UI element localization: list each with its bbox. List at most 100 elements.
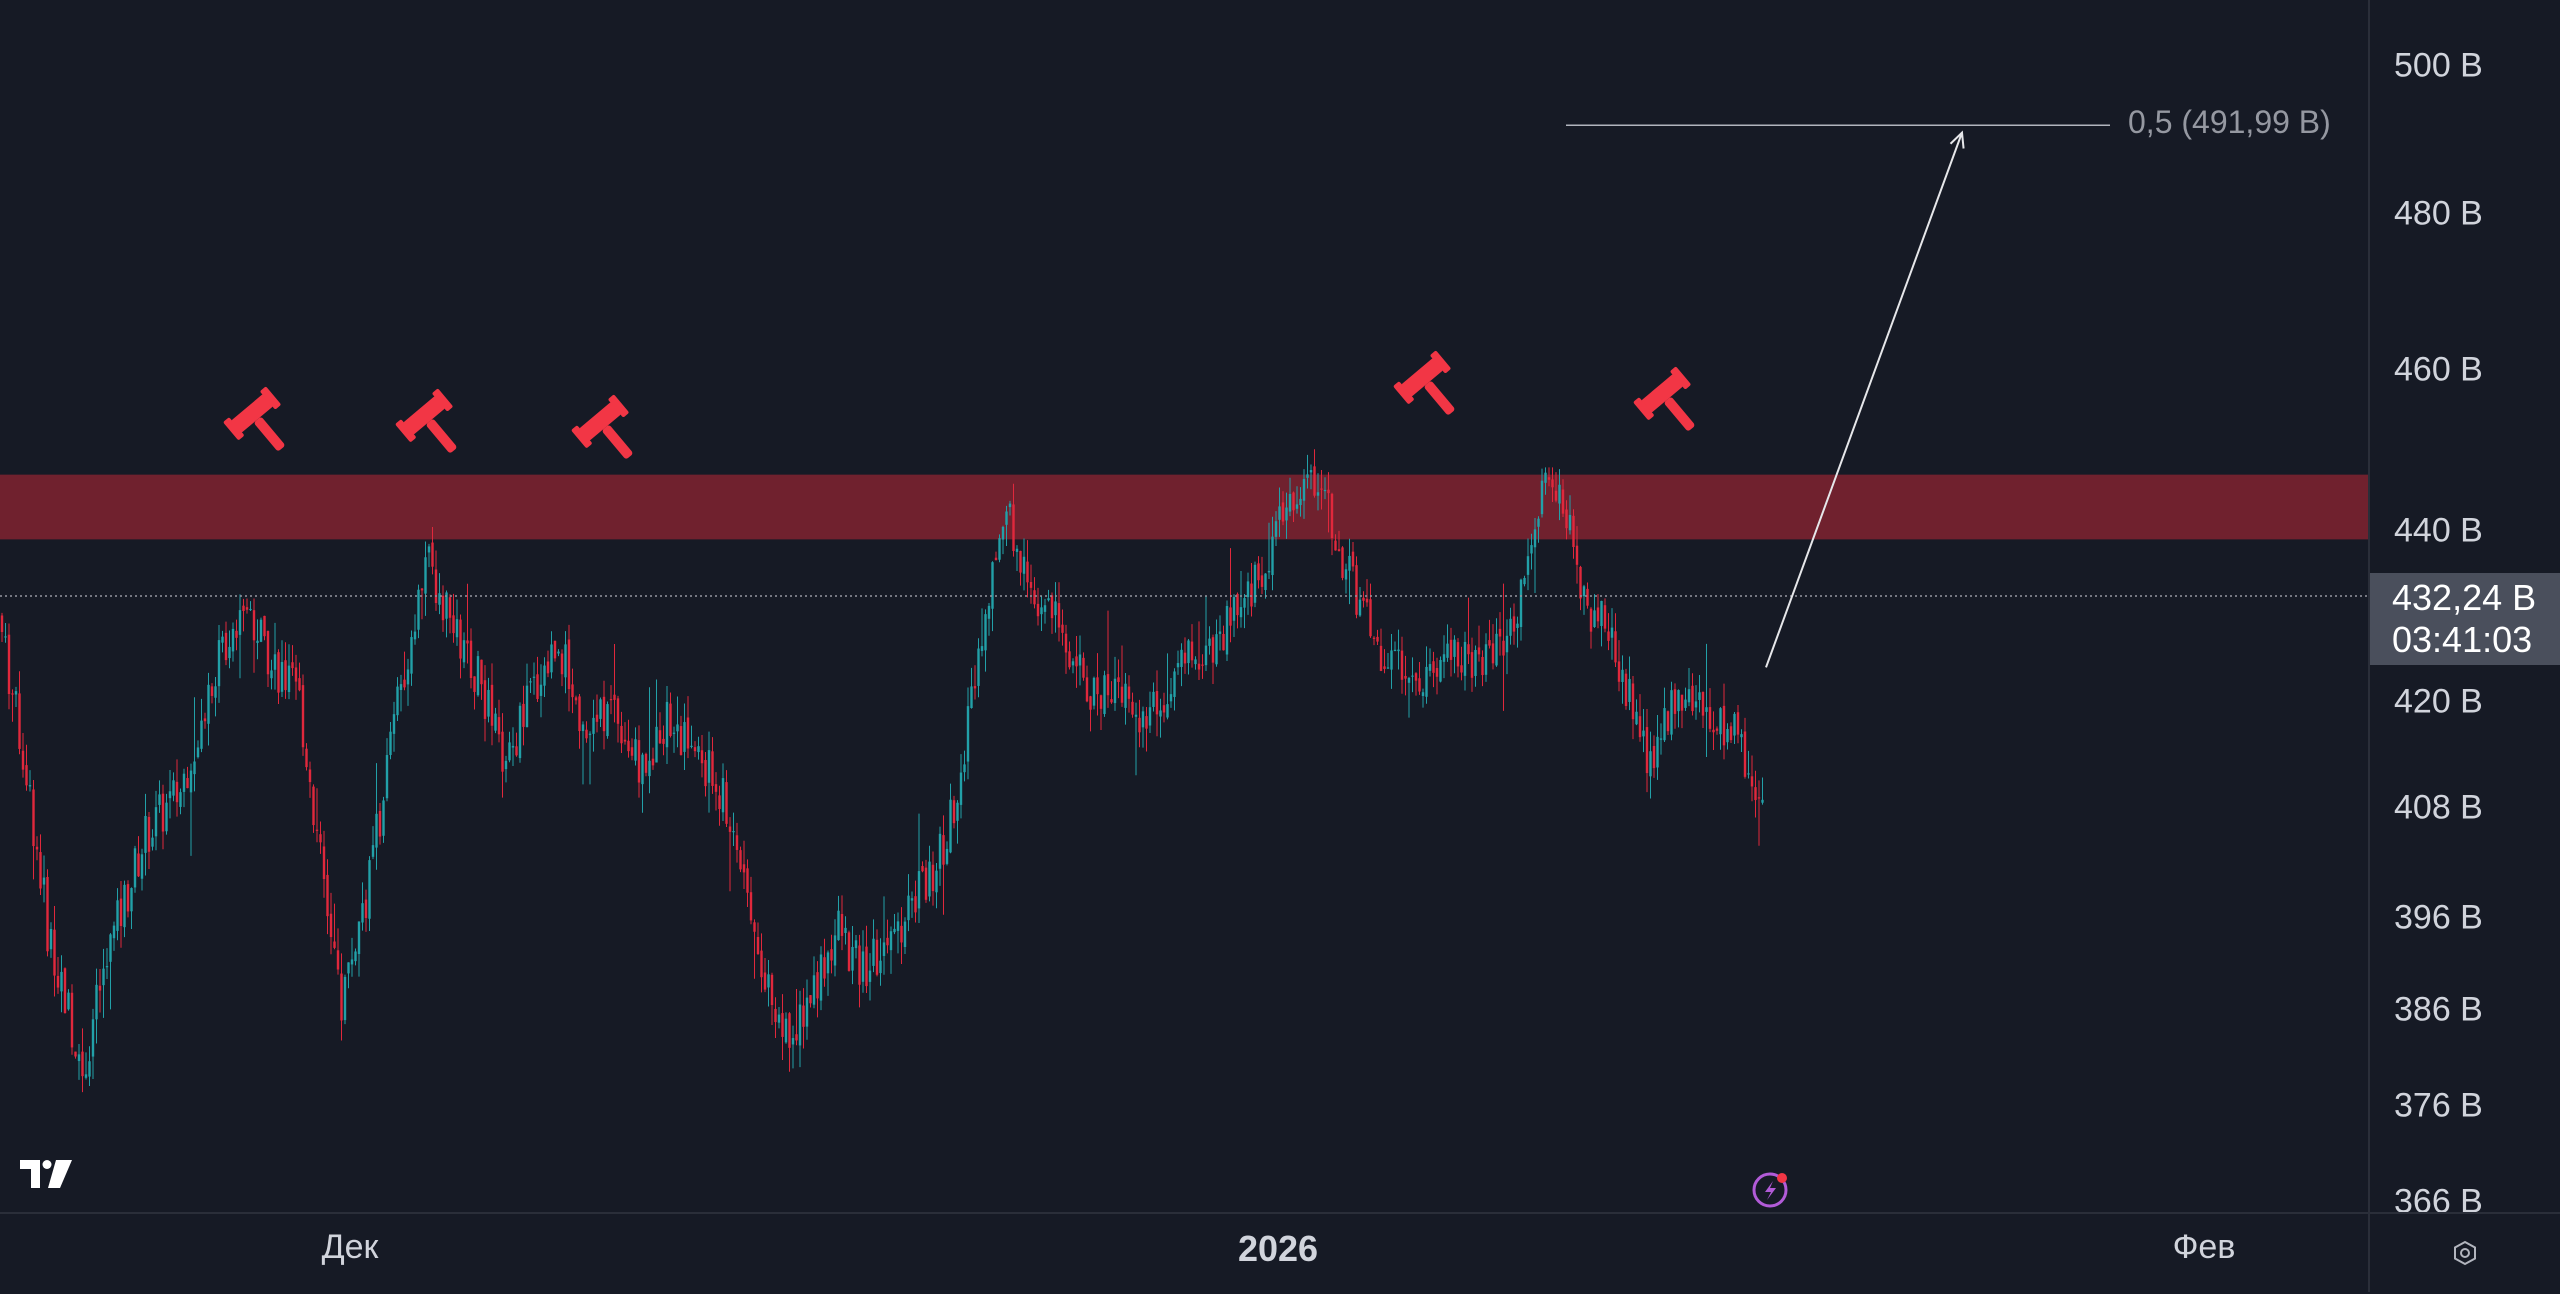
candle <box>1600 600 1603 626</box>
candle <box>420 588 424 591</box>
settings-icon[interactable] <box>2452 1240 2478 1266</box>
time-tick-label: Фев <box>2172 1228 2236 1266</box>
candle <box>1432 661 1435 673</box>
candle <box>1607 631 1610 641</box>
candle <box>980 646 984 651</box>
candle <box>469 640 473 678</box>
candle <box>686 717 690 749</box>
candle <box>1460 665 1463 673</box>
candle <box>1253 564 1257 603</box>
axis-settings-button[interactable] <box>2368 1212 2560 1292</box>
candle <box>1043 605 1047 612</box>
candle <box>1271 536 1274 576</box>
candle <box>1484 644 1488 675</box>
candle <box>1684 699 1687 708</box>
candle <box>609 698 613 701</box>
candle <box>868 970 872 982</box>
candle <box>406 669 410 685</box>
candle <box>480 659 483 685</box>
candle <box>1204 645 1208 666</box>
candle <box>1390 650 1393 670</box>
candle <box>511 745 515 748</box>
candle <box>1015 548 1019 552</box>
price-tick-label: 420 B <box>2394 682 2483 721</box>
candle <box>1677 690 1680 712</box>
candle <box>693 747 697 752</box>
candle <box>1022 556 1026 574</box>
candle <box>644 753 648 773</box>
candle <box>501 731 504 772</box>
candle <box>1705 707 1708 712</box>
candle <box>1425 666 1428 697</box>
price-tick-label: 376 B <box>2394 1086 2483 1125</box>
candle <box>648 760 651 777</box>
candle <box>1243 598 1246 608</box>
candle <box>1502 640 1505 656</box>
candle <box>1575 545 1579 565</box>
candle <box>182 773 186 792</box>
candle <box>490 684 494 726</box>
candle <box>1019 550 1022 573</box>
candle <box>938 833 942 869</box>
candlestick-chart[interactable] <box>0 0 2368 1212</box>
candle <box>1082 657 1085 678</box>
candle <box>1586 588 1589 606</box>
candle <box>63 968 67 1014</box>
candle <box>669 703 672 736</box>
candle <box>441 595 445 621</box>
candle-countdown: 03:41:03 <box>2392 619 2533 660</box>
candle <box>270 670 273 679</box>
candle <box>319 834 322 843</box>
candle <box>560 653 564 675</box>
candle <box>697 746 700 753</box>
candle <box>1404 675 1407 679</box>
candle <box>1166 704 1169 718</box>
candle <box>1061 624 1064 633</box>
chart-area[interactable]: 0,5 (491,99 B) <box>0 0 2368 1212</box>
candle <box>466 640 469 644</box>
candle <box>917 871 921 909</box>
candle <box>977 648 980 686</box>
candle <box>403 679 406 688</box>
candle <box>1120 686 1124 703</box>
candle <box>1526 556 1530 575</box>
candle <box>32 789 35 847</box>
time-axis[interactable]: Дек 2026 Фев <box>0 1212 2368 1294</box>
candle <box>1131 701 1134 715</box>
candle <box>945 848 949 864</box>
candle <box>1295 504 1299 509</box>
candle <box>375 813 378 848</box>
candle <box>1012 504 1015 552</box>
candle <box>672 732 676 734</box>
candle <box>1449 639 1453 660</box>
candle <box>431 542 434 567</box>
candle <box>1516 623 1519 628</box>
candle <box>1250 583 1253 607</box>
price-tick-label: 440 B <box>2394 511 2483 550</box>
candle <box>1421 692 1425 697</box>
candle <box>473 676 476 692</box>
candle <box>389 731 392 755</box>
gavel-icon <box>395 389 457 453</box>
candle <box>1477 647 1481 655</box>
candle <box>830 949 833 961</box>
candle <box>1666 711 1670 732</box>
candle <box>354 951 357 962</box>
candle <box>168 791 172 799</box>
tradingview-logo-icon[interactable] <box>20 1160 72 1188</box>
candle <box>781 1013 784 1037</box>
candle <box>1313 466 1316 496</box>
candle <box>1264 573 1267 591</box>
candle <box>210 686 214 696</box>
candle <box>914 896 917 913</box>
candle <box>25 765 28 786</box>
candle <box>1558 484 1561 504</box>
candle <box>1365 598 1369 603</box>
candle <box>662 738 665 744</box>
candle <box>476 656 480 696</box>
candle <box>1302 479 1306 501</box>
candle <box>1099 695 1103 709</box>
candle <box>746 868 749 893</box>
candle <box>214 686 217 698</box>
candle <box>753 922 756 932</box>
